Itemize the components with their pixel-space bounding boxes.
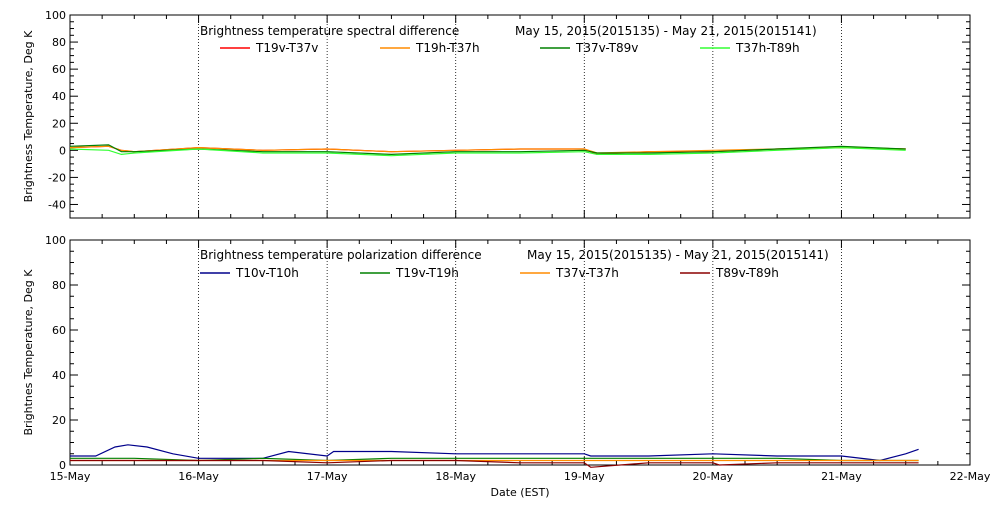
legend-label: T19v-T19h bbox=[395, 266, 459, 280]
y-tick-label: 0 bbox=[59, 144, 66, 157]
plot-frame bbox=[69, 14, 971, 219]
x-tick-label: 22-May bbox=[950, 470, 991, 483]
y-tick-label: 0 bbox=[59, 459, 66, 472]
panel-1: -40 -20 0 20 40 60 80 100 Brightness Temperature… bbox=[22, 9, 971, 219]
y-axis-title: Brightness Temperature, Deg K bbox=[22, 30, 35, 202]
series-line bbox=[70, 444, 919, 462]
chart-date-range: May 15, 2015(2015135) - May 21, 2015(201… bbox=[515, 24, 817, 38]
y-tick-label: 40 bbox=[52, 369, 66, 382]
y-tick-label: 80 bbox=[52, 36, 66, 49]
legend-label: T37v-T37h bbox=[555, 266, 619, 280]
y-tick-label: -40 bbox=[48, 198, 66, 211]
y-tick-label: -20 bbox=[48, 171, 66, 184]
x-tick-label: 19-May bbox=[564, 470, 605, 483]
series-line bbox=[69, 146, 906, 157]
legend-label: T10v-T10h bbox=[235, 266, 299, 280]
legend-label: T89v-T89h bbox=[715, 266, 779, 280]
legend-label: T37h-T89h bbox=[735, 41, 800, 55]
x-tick-label: 21-May bbox=[821, 470, 862, 483]
legend-label: T37v-T89v bbox=[575, 41, 638, 55]
x-tick-label: 17-May bbox=[307, 470, 348, 483]
y-axis-title: Brightnes Temperature, Deg K bbox=[22, 269, 35, 436]
y-tick-label: 20 bbox=[52, 414, 66, 427]
series-line bbox=[69, 144, 906, 156]
chart-date-range: May 15, 2015(2015135) - May 21, 2015(201… bbox=[527, 248, 829, 262]
series-line bbox=[70, 459, 919, 468]
x-tick-label: 15-May bbox=[50, 470, 91, 483]
y-tick-label: 20 bbox=[52, 117, 66, 130]
x-tick-label: 20-May bbox=[692, 470, 733, 483]
y-tick-label: 100 bbox=[45, 9, 66, 22]
y-tick-label: 80 bbox=[52, 279, 66, 292]
legend-label: T19h-T37h bbox=[415, 41, 480, 55]
y-tick-label: 40 bbox=[52, 90, 66, 103]
x-tick-label: 18-May bbox=[435, 470, 476, 483]
x-axis-title: Date (EST) bbox=[490, 486, 549, 499]
y-tick-label: 100 bbox=[45, 234, 66, 247]
legend-label: T19v-T37v bbox=[255, 41, 318, 55]
panel-2: 0 20 40 60 80 100 15-May 16-May 17-May 18-May 19-M… bbox=[22, 234, 991, 499]
chart-title: Brightness temperature polarization diff… bbox=[200, 248, 482, 262]
y-tick-label: 60 bbox=[52, 324, 66, 337]
chart-title: Brightness temperature spectral differen… bbox=[200, 24, 459, 38]
y-tick-label: 60 bbox=[52, 63, 66, 76]
x-tick-label: 16-May bbox=[178, 470, 219, 483]
